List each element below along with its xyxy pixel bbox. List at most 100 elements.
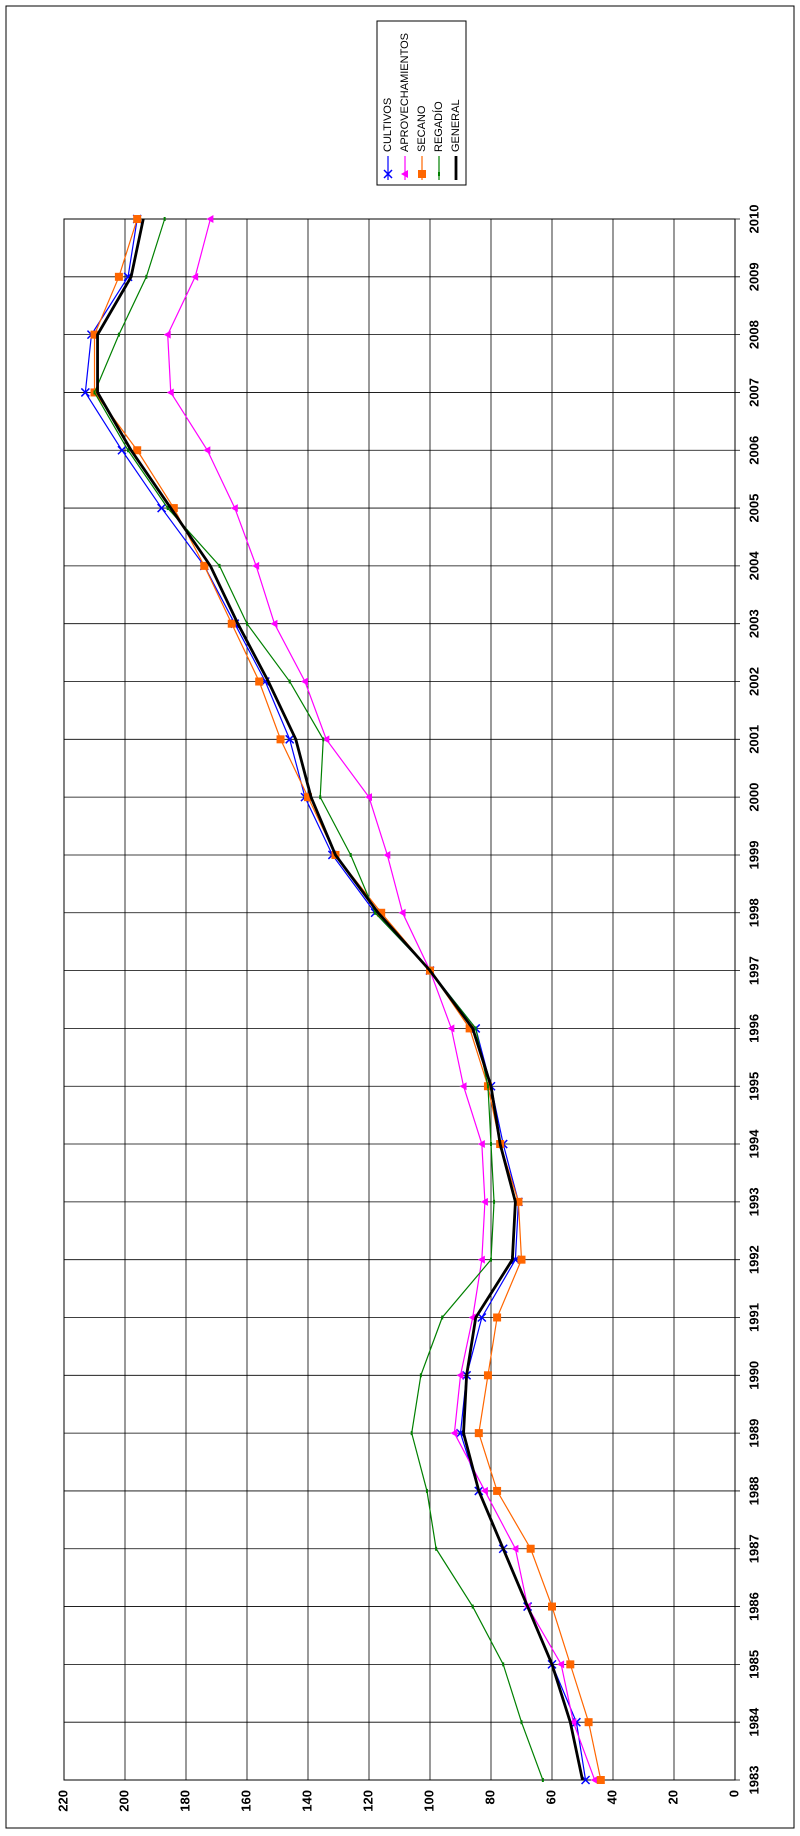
marker <box>477 1255 485 1264</box>
legend: CULTIVOS APROVECHAMIENTOS SECANO REGADÍO GEN… <box>376 20 467 186</box>
marker <box>468 1313 476 1322</box>
marker <box>459 1082 467 1091</box>
y-tick-label: 60 <box>543 1790 558 1804</box>
y-tick-label: 160 <box>238 1790 253 1812</box>
marker <box>456 1371 464 1380</box>
marker <box>447 1024 455 1033</box>
x-tick-label: 1995 <box>746 1072 761 1101</box>
marker <box>511 1544 519 1553</box>
series-line <box>96 218 584 1781</box>
x-tick-label: 1997 <box>746 956 761 985</box>
marker <box>117 445 127 455</box>
y-tick-label: 40 <box>604 1790 619 1804</box>
x-tick-label: 2003 <box>746 609 761 638</box>
x-tick-label: 2009 <box>746 262 761 291</box>
marker <box>365 793 372 802</box>
x-tick-label: 1984 <box>746 1707 761 1737</box>
marker <box>450 1429 458 1438</box>
legend-label: SECANO <box>416 105 428 152</box>
marker <box>526 1544 535 1553</box>
marker <box>548 1602 556 1611</box>
marker <box>418 170 426 178</box>
marker <box>114 272 123 281</box>
legend-label: CULTIVOS <box>382 98 394 152</box>
y-tick-label: 220 <box>55 1790 70 1812</box>
marker <box>255 677 264 686</box>
marker <box>163 330 171 339</box>
y-tick-label: 0 <box>726 1790 741 1797</box>
y-tick-label: 20 <box>665 1790 680 1804</box>
marker <box>133 215 142 223</box>
y-tick-label: 180 <box>177 1790 192 1812</box>
x-tick-label: 1991 <box>746 1303 761 1332</box>
marker <box>200 561 209 570</box>
x-tick-label: 2004 <box>746 551 761 581</box>
marker <box>206 215 214 223</box>
marker <box>480 1197 488 1206</box>
marker <box>566 1660 575 1669</box>
marker <box>474 1429 483 1438</box>
y-tick-label: 200 <box>116 1790 131 1812</box>
x-tick-label: 1985 <box>746 1650 761 1679</box>
marker <box>557 1660 565 1669</box>
series-line <box>84 218 587 1781</box>
marker <box>252 561 260 570</box>
x-tick-label: 2000 <box>746 783 761 812</box>
marker <box>480 1486 488 1495</box>
x-tick-label: 1987 <box>746 1534 761 1563</box>
legend-label: GENERAL <box>450 99 462 152</box>
marker <box>80 387 90 397</box>
marker <box>569 1718 577 1727</box>
x-tick-label: 1990 <box>746 1361 761 1390</box>
legend-box <box>376 20 467 186</box>
x-tick-label: 1988 <box>746 1476 761 1505</box>
marker <box>276 735 285 744</box>
x-tick-label: 2005 <box>746 494 761 523</box>
marker <box>322 735 330 744</box>
y-tick-label: 100 <box>421 1790 436 1812</box>
series-line <box>93 218 602 1781</box>
x-tick-label: 2008 <box>746 320 761 349</box>
marker <box>270 619 278 628</box>
marker <box>493 1486 502 1495</box>
x-tick-label: 1999 <box>746 841 761 870</box>
x-tick-label: 2002 <box>746 667 761 696</box>
marker <box>383 850 391 859</box>
x-tick-label: 2007 <box>746 378 761 407</box>
marker <box>477 1140 485 1149</box>
x-tick-label: 2006 <box>746 436 761 465</box>
plot: 0 20 40 60 80 100 120 140 160 180 200 220 1983 1984 19… <box>55 20 761 1812</box>
marker <box>133 446 142 455</box>
marker <box>166 388 174 397</box>
series-line <box>167 218 596 1781</box>
frame <box>5 5 795 1829</box>
marker <box>227 619 236 628</box>
x-tick-label: 1989 <box>746 1419 761 1448</box>
x-tick-label: 1986 <box>746 1592 761 1621</box>
plot-area <box>63 218 736 1781</box>
marker <box>596 1776 605 1784</box>
marker <box>230 504 238 513</box>
y-tick-label: 120 <box>360 1790 375 1812</box>
marker <box>285 734 295 744</box>
marker <box>383 169 393 179</box>
x-tick-label: 1993 <box>746 1187 761 1216</box>
legend-label: APROVECHAMIENTOS <box>399 33 411 152</box>
series-line <box>93 218 544 1781</box>
marker <box>517 1255 526 1264</box>
x-tick-label: 1994 <box>746 1129 761 1159</box>
marker <box>483 1371 492 1380</box>
marker <box>401 170 408 178</box>
marker <box>477 1312 487 1323</box>
marker <box>584 1718 593 1727</box>
marker <box>398 908 406 917</box>
x-tick-label: 2010 <box>746 205 761 234</box>
marker <box>590 1776 598 1784</box>
x-tick-label: 1998 <box>746 898 761 927</box>
y-tick-label: 140 <box>299 1790 314 1812</box>
x-tick-label: 1992 <box>746 1245 761 1274</box>
marker <box>203 446 211 455</box>
marker <box>191 272 199 281</box>
x-tick-label: 1996 <box>746 1014 761 1043</box>
